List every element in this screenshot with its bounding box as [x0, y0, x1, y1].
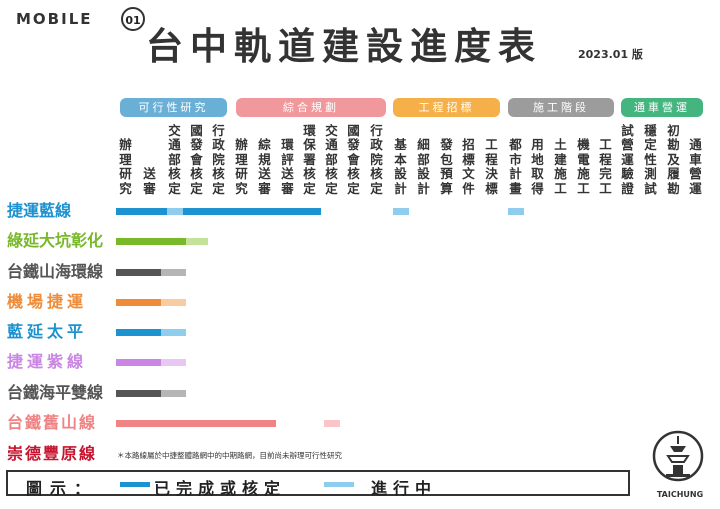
category-feasibility: 可行性研究	[120, 98, 227, 117]
bar-done	[116, 269, 161, 276]
column-header: 細部設計	[417, 137, 430, 196]
column-header: 國發會核定	[190, 122, 203, 196]
line-name-airport: 機場捷運	[7, 292, 88, 311]
bar-progress	[161, 269, 186, 276]
tower-icon	[652, 430, 704, 482]
category-construction: 施工階段	[508, 98, 614, 117]
column-header: 試營運驗證	[621, 122, 634, 196]
line-name-purple: 捷運紫線	[7, 352, 88, 371]
bar-progress	[393, 208, 409, 215]
logo-text: MOBILE	[16, 10, 93, 28]
category-operation: 通車營運	[621, 98, 703, 117]
column-header: 行政院核定	[370, 122, 383, 196]
column-header: 通車營運	[689, 137, 702, 196]
category-tender: 工程招標	[393, 98, 500, 117]
bar-progress	[508, 208, 524, 215]
line-name-green-ext: 綠延大坑彰化	[7, 231, 104, 250]
column-header: 穩定性測試	[644, 122, 657, 196]
column-header: 發包預算	[440, 137, 453, 196]
column-header: 土建施工	[554, 137, 567, 196]
column-header: 辦理研究	[235, 137, 248, 196]
bar-done	[116, 420, 276, 427]
column-header: 都市計畫	[509, 137, 522, 196]
bar-done	[116, 359, 161, 366]
column-header: 國發會核定	[347, 122, 360, 196]
city-name: TAICHUNG	[656, 490, 704, 499]
category-planning: 綜合規劃	[236, 98, 386, 117]
version-label: 2023.01 版	[578, 48, 643, 61]
legend: 圖示： 已完成或核定 進行中	[6, 470, 630, 498]
bar-progress	[186, 238, 208, 245]
column-header: 基本設計	[394, 137, 407, 196]
column-header: 辦理研究	[119, 137, 132, 196]
line-name-blue: 捷運藍線	[7, 201, 72, 220]
bar-done	[116, 390, 161, 397]
column-header: 送審	[143, 166, 156, 196]
column-header: 機電施工	[577, 137, 590, 196]
bar-done	[116, 299, 161, 306]
bar-progress	[167, 208, 183, 215]
column-header: 初勘及履勘	[667, 122, 680, 196]
column-header: 環評送審	[281, 137, 294, 196]
column-header: 招標文件	[462, 137, 475, 196]
column-header: 行政院核定	[212, 122, 225, 196]
column-header: 綜規送審	[258, 137, 271, 196]
legend-progress-swatch	[324, 482, 354, 487]
column-header: 環保署核定	[303, 122, 316, 196]
line-name-coastal-loop: 台鐵山海環線	[7, 262, 104, 281]
bar-progress	[161, 390, 186, 397]
bar-done	[116, 208, 321, 215]
bar-done	[116, 329, 161, 336]
bar-progress	[161, 359, 186, 366]
footnote: ＊本路線屬於中捷整體路網中的中期路網，目前尚未辦理可行性研究	[117, 451, 342, 460]
bar-progress	[161, 329, 186, 336]
legend-label: 圖示：	[26, 479, 99, 498]
mobile01-logo: MOBILE 01	[8, 4, 148, 34]
column-header: 交通部核定	[168, 122, 181, 196]
legend-progress-label: 進行中	[371, 479, 438, 498]
line-name-coastal-double: 台鐵海平雙線	[7, 383, 104, 402]
bar-progress	[161, 299, 186, 306]
column-header: 工程決標	[485, 137, 498, 196]
legend-done-swatch	[120, 482, 150, 487]
line-name-chongde: 崇德豐原線	[7, 444, 98, 463]
bar-done	[116, 238, 186, 245]
legend-done-label: 已完成或核定	[154, 479, 287, 498]
column-header: 交通部核定	[325, 122, 338, 196]
logo-badge: 01	[121, 7, 145, 31]
line-name-blue-ext: 藍延太平	[7, 322, 88, 341]
page-title: 台中軌道建設進度表	[146, 25, 542, 68]
line-name-old-mountain: 台鐵舊山線	[7, 413, 98, 432]
column-header: 用地取得	[531, 137, 544, 196]
column-header: 工程完工	[599, 137, 612, 196]
bar-progress	[324, 420, 340, 427]
